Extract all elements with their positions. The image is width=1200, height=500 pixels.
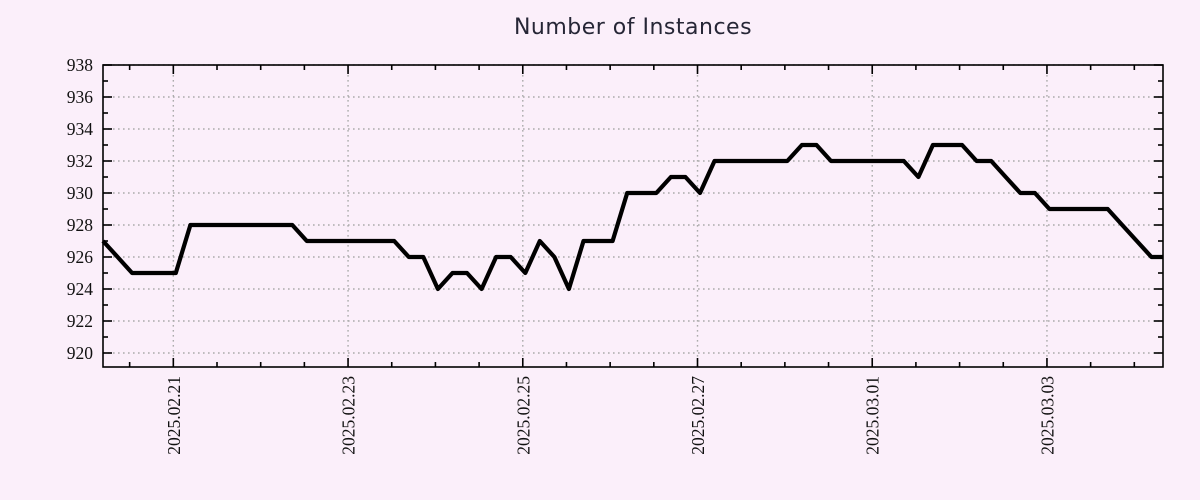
y-tick-label: 930 xyxy=(67,183,94,203)
x-tick-label: 2025.02.25 xyxy=(513,376,533,455)
x-tick-label: 2025.03.03 xyxy=(1037,376,1057,455)
y-tick-label: 932 xyxy=(67,151,93,171)
data-series-line xyxy=(101,142,1163,292)
y-tick-label: 922 xyxy=(67,311,93,331)
chart-title: Number of Instances xyxy=(513,15,753,40)
plot-border xyxy=(102,64,1164,368)
plot-area xyxy=(103,65,1163,367)
x-tick-label: 2025.03.01 xyxy=(863,376,883,455)
y-tick-label: 924 xyxy=(67,279,94,299)
y-tick-label: 938 xyxy=(67,55,94,75)
y-tick-label: 934 xyxy=(67,119,94,139)
y-tick-label: 936 xyxy=(67,87,94,107)
x-tick-label: 2025.02.21 xyxy=(164,376,184,455)
x-tick-label: 2025.02.27 xyxy=(688,376,708,455)
y-tick-label: 926 xyxy=(67,247,94,267)
x-tick-label: 2025.02.23 xyxy=(339,376,359,455)
y-tick-label: 928 xyxy=(67,215,94,235)
y-tick-label: 920 xyxy=(67,343,94,363)
